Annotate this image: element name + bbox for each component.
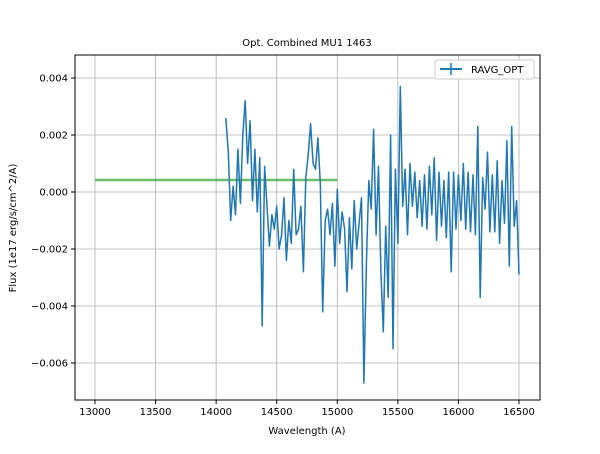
- chart-title: Opt. Combined MU1 1463: [242, 38, 371, 49]
- x-axis-label: Wavelength (A): [268, 426, 345, 437]
- legend: RAVG_OPT: [434, 59, 535, 80]
- y-tick-label: −0.006: [31, 359, 68, 370]
- plot-frame: [74, 54, 541, 401]
- x-tick-label: 15000: [321, 407, 353, 418]
- ticks: 13000 13500 14000 14500 15000 15500 16000 16500…: [31, 74, 535, 419]
- legend-box: [434, 59, 535, 80]
- y-axis-label: Flux (1e17 erg/s/cm^2/A): [8, 164, 19, 293]
- x-tick-label: 14500: [261, 407, 293, 418]
- legend-label: RAVG_OPT: [471, 65, 524, 76]
- x-tick-label: 13500: [140, 407, 172, 418]
- series-layer: [95, 85, 520, 384]
- y-tick-label: 0.002: [39, 131, 68, 142]
- x-tick-label: 13000: [79, 407, 111, 418]
- y-tick-label: 0.004: [39, 74, 68, 85]
- x-tick-label: 14000: [200, 407, 232, 418]
- ravg-opt-line: [225, 85, 520, 384]
- x-tick-label: 16500: [503, 407, 535, 418]
- y-tick-label: 0.000: [39, 188, 68, 199]
- x-tick-label: 16000: [443, 407, 475, 418]
- y-tick-label: −0.002: [31, 245, 68, 256]
- x-tick-label: 15500: [382, 407, 414, 418]
- y-tick-label: −0.004: [31, 302, 68, 313]
